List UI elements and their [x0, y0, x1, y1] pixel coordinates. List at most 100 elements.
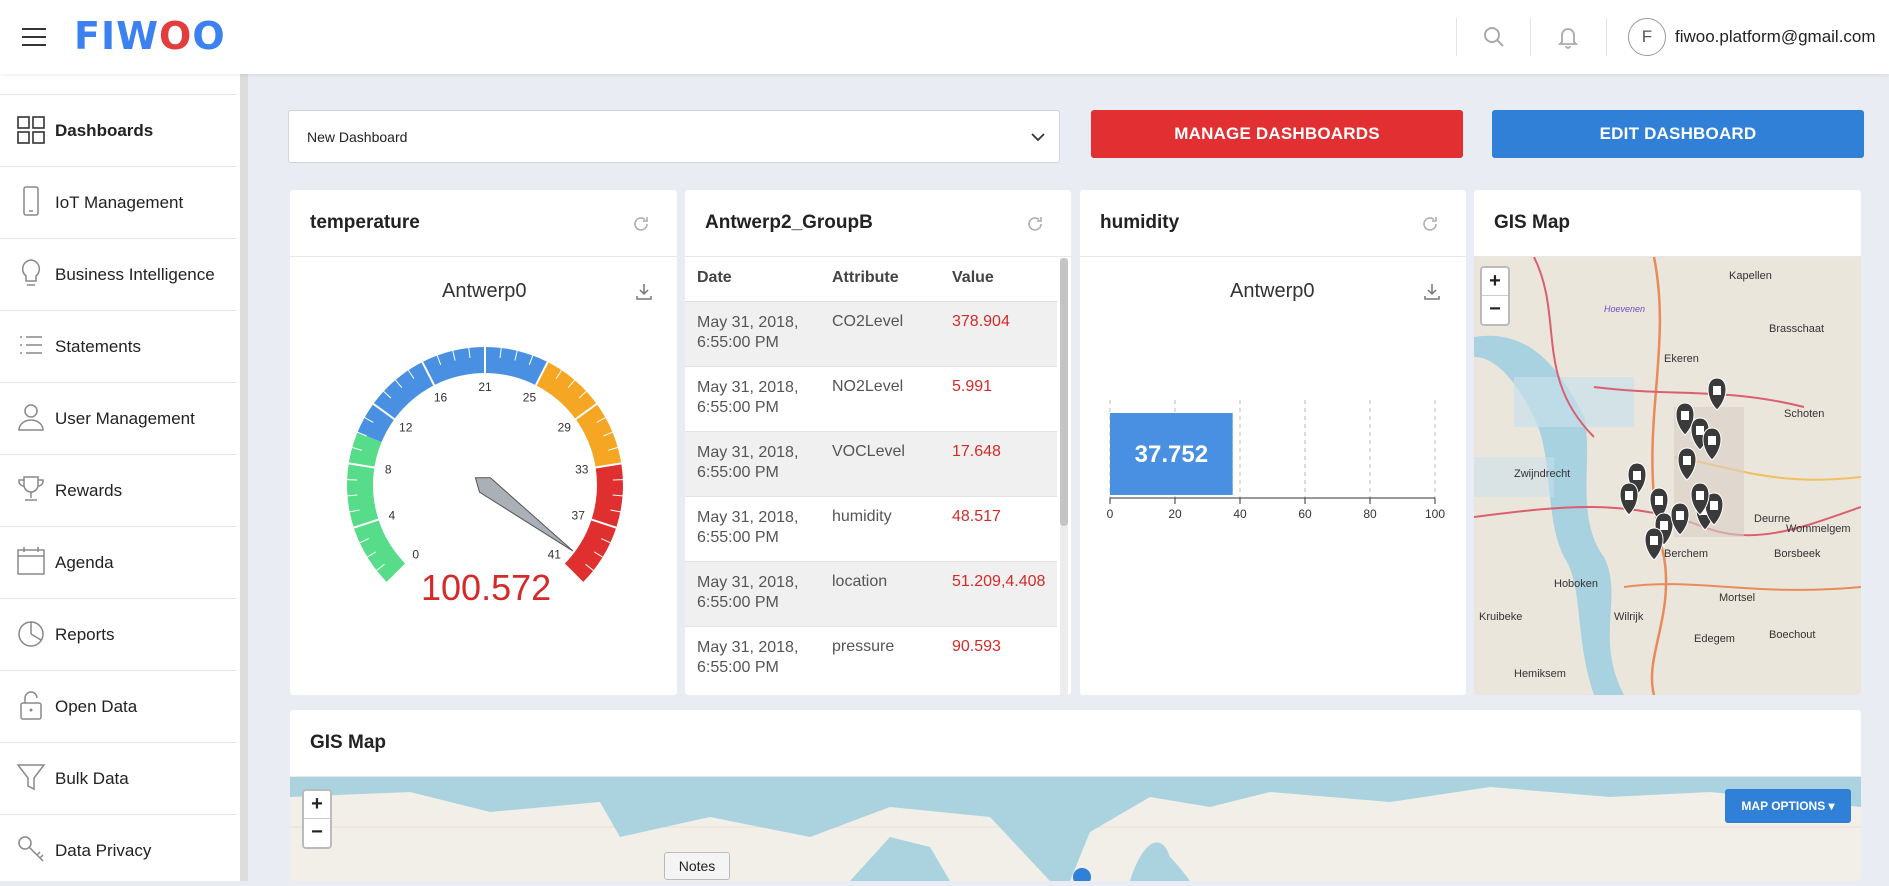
place-label: Ekeren — [1664, 353, 1699, 365]
funnel-icon — [16, 761, 46, 793]
search-icon[interactable] — [1479, 22, 1509, 52]
sidebar-item-business-intelligence[interactable]: Business Intelligence — [0, 238, 236, 310]
column-header-value[interactable]: Value — [952, 269, 994, 287]
row-date: May 31, 2018, 6:55:00 PM — [697, 313, 807, 353]
sidebar: Dashboards IoT Management Business Intel… — [0, 74, 248, 881]
sidebar-item-label: Statements — [55, 337, 141, 357]
sidebar-item-rewards[interactable]: Rewards — [0, 454, 236, 526]
gauge-tick-label: 29 — [558, 420, 572, 434]
download-icon[interactable] — [635, 282, 653, 302]
user-email[interactable]: fiwoo.platform@gmail.com — [1675, 27, 1876, 47]
chevron-down-icon — [1029, 128, 1047, 146]
sidebar-item-reports[interactable]: Reports — [0, 598, 236, 670]
row-attribute: location — [832, 573, 887, 591]
table-row: May 31, 2018, 6:55:00 PM location 51.209… — [685, 562, 1057, 627]
antwerp-map[interactable]: Kapellen Hoevenen Brasschaat Ekeren Scho… — [1474, 257, 1861, 695]
row-attribute: CO2Level — [832, 313, 903, 331]
divider — [1606, 18, 1607, 56]
place-label: Zwijndrecht — [1514, 468, 1570, 480]
row-value: 90.593 — [952, 638, 1001, 656]
row-date: May 31, 2018, 6:55:00 PM — [697, 508, 807, 548]
sidebar-item-label: Dashboards — [55, 121, 153, 141]
row-attribute: NO2Level — [832, 378, 903, 396]
user-icon — [16, 401, 46, 433]
gauge-tick-label: 41 — [548, 547, 562, 561]
row-value: 17.648 — [952, 443, 1001, 461]
column-header-attribute[interactable]: Attribute — [832, 269, 899, 287]
scrollbar-thumb[interactable] — [1060, 258, 1068, 526]
widget-header: GIS Map — [290, 710, 1861, 777]
place-label: Hoboken — [1554, 578, 1598, 590]
pie-chart-icon — [16, 617, 46, 649]
zoom-in-button[interactable]: + — [1482, 268, 1508, 296]
gauge-tick-label: 12 — [399, 420, 413, 434]
row-value: 51.209,4.408 — [952, 573, 1045, 591]
list-icon — [16, 329, 46, 361]
widget-header: temperature — [290, 190, 677, 257]
hamburger-menu-icon[interactable] — [22, 28, 46, 46]
widget-title: temperature — [310, 212, 420, 234]
map-zoom-control: + − — [1480, 266, 1510, 326]
x-tick-label: 20 — [1168, 507, 1182, 521]
place-label: Edegem — [1694, 633, 1735, 645]
notes-button[interactable]: Notes — [664, 852, 730, 880]
sidebar-item-statements[interactable]: Statements — [0, 310, 236, 382]
gauge-tick-label: 0 — [412, 547, 419, 561]
zoom-in-button[interactable]: + — [304, 791, 330, 819]
sidebar-item-label: IoT Management — [55, 193, 183, 213]
avatar[interactable]: F — [1628, 18, 1666, 56]
sidebar-item-label: Agenda — [55, 553, 114, 573]
trash-icon — [1660, 521, 1668, 530]
dashboard-select-value: New Dashboard — [307, 129, 407, 145]
column-header-date[interactable]: Date — [697, 269, 732, 287]
refresh-icon[interactable] — [631, 214, 651, 234]
phone-icon — [16, 185, 46, 217]
refresh-icon[interactable] — [1420, 214, 1440, 234]
place-label: Kruibeke — [1479, 611, 1522, 623]
trash-icon — [1681, 411, 1689, 420]
top-bar: FIWOO F fiwoo.platform@gmail.com — [0, 0, 1889, 74]
table-row: May 31, 2018, 6:55:00 PM CO2Level 378.90… — [685, 302, 1057, 367]
gauge-needle — [475, 478, 573, 551]
sidebar-item-label: Open Data — [55, 697, 137, 717]
trash-icon — [1696, 426, 1704, 435]
sidebar-item-open-data[interactable]: Open Data — [0, 670, 236, 742]
calendar-icon — [16, 545, 46, 577]
trash-icon — [1650, 536, 1658, 545]
edit-dashboard-button[interactable]: EDIT DASHBOARD — [1492, 110, 1864, 158]
dashboard-select[interactable]: New Dashboard — [288, 110, 1060, 163]
divider — [1530, 18, 1531, 56]
divider — [1456, 18, 1457, 56]
sidebar-item-agenda[interactable]: Agenda — [0, 526, 236, 598]
widget-title: GIS Map — [1494, 212, 1570, 234]
bell-icon[interactable] — [1553, 22, 1583, 52]
widget-header: Antwerp2_GroupB — [685, 190, 1071, 257]
row-date: May 31, 2018, 6:55:00 PM — [697, 443, 807, 483]
table-scrollbar[interactable] — [1060, 258, 1068, 695]
zoom-out-button[interactable]: − — [1482, 296, 1508, 324]
map-options-button[interactable]: MAP OPTIONS ▾ — [1725, 789, 1851, 823]
fiwoo-logo[interactable]: FIWOO — [74, 14, 226, 58]
sidebar-item-iot-management[interactable]: IoT Management — [0, 166, 236, 238]
sidebar-scrollbar[interactable] — [240, 74, 248, 881]
trash-icon — [1633, 471, 1641, 480]
place-label: Hemiksem — [1514, 668, 1566, 680]
manage-dashboards-button[interactable]: MANAGE DASHBOARDS — [1091, 110, 1463, 158]
trash-icon — [1696, 491, 1704, 500]
sidebar-item-bulk-data[interactable]: Bulk Data — [0, 742, 236, 814]
trophy-icon — [16, 473, 46, 505]
refresh-icon[interactable] — [1025, 214, 1045, 234]
download-icon[interactable] — [1423, 282, 1441, 302]
place-label: Boechout — [1769, 629, 1815, 641]
gauge-tick-label: 33 — [575, 463, 589, 477]
zoom-out-button[interactable]: − — [304, 819, 330, 847]
lightbulb-icon — [16, 257, 46, 289]
place-label: Wilrijk — [1614, 611, 1644, 623]
sidebar-item-dashboards[interactable]: Dashboards — [0, 94, 236, 166]
map-zoom-control: + − — [302, 789, 332, 849]
sidebar-item-label: Rewards — [55, 481, 122, 501]
world-map[interactable] — [290, 777, 1861, 881]
sidebar-item-user-management[interactable]: User Management — [0, 382, 236, 454]
sidebar-item-data-privacy[interactable]: Data Privacy — [0, 814, 236, 886]
